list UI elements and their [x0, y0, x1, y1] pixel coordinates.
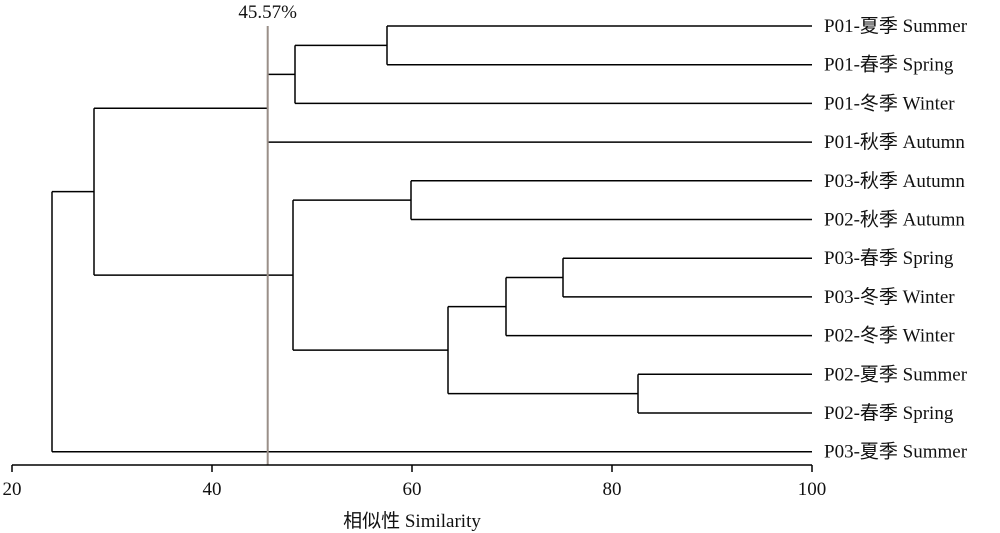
- x-tick-label: 100: [798, 479, 827, 500]
- leaf-label: P01-冬季 Winter: [824, 92, 955, 114]
- x-tick-label: 20: [3, 479, 22, 500]
- leaf-label: P01-夏季 Summer: [824, 15, 968, 37]
- leaf-label: P02-春季 Spring: [824, 402, 954, 424]
- leaf-label: P02-秋季 Autumn: [824, 209, 965, 231]
- leaf-label: P03-夏季 Summer: [824, 441, 968, 463]
- leaf-label: P02-冬季 Winter: [824, 325, 955, 347]
- x-tick-label: 60: [403, 479, 422, 500]
- x-tick-label: 40: [203, 479, 222, 500]
- x-ticks: 20 40 60 80 100: [3, 465, 827, 500]
- x-tick-label: 80: [603, 479, 622, 500]
- leaf-label: P03-秋季 Autumn: [824, 170, 965, 192]
- x-axis-title: 相似性 Similarity: [343, 510, 481, 532]
- leaf-label: P03-春季 Spring: [824, 247, 954, 269]
- leaf-labels: P01-夏季 Summer P01-春季 Spring P01-冬季 Winter P…: [824, 15, 968, 463]
- leaf-label: P01-春季 Spring: [824, 54, 954, 76]
- dendrogram-branches: [51, 25, 812, 453]
- cutoff-label: 45.57%: [238, 2, 297, 23]
- leaf-label: P03-冬季 Winter: [824, 286, 955, 308]
- leaf-label: P01-秋季 Autumn: [824, 131, 965, 153]
- x-axis: 20 40 60 80 100: [3, 464, 827, 500]
- leaf-label: P02-夏季 Summer: [824, 363, 968, 385]
